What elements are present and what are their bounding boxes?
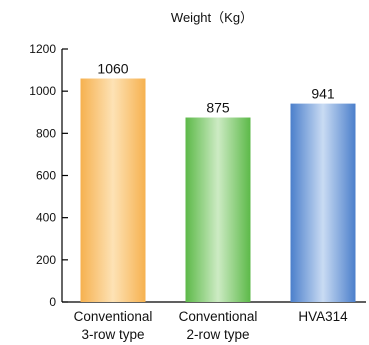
y-tick-label: 0 [49,295,56,309]
y-tick-label: 600 [36,169,56,183]
bar-value-label: 1060 [97,61,128,77]
x-category-label: 2-row type [186,327,249,342]
bar-value-label: 941 [311,86,335,102]
bar [80,78,146,303]
x-category-label: 3-row type [81,327,144,342]
y-tick-label: 400 [36,211,56,225]
x-category-label: Conventional [179,309,258,324]
bar [185,117,251,302]
y-tick-label: 1000 [29,84,56,98]
chart-title: Weight（Kg） [171,10,253,25]
x-category-label: Conventional [74,309,153,324]
x-category-label: HVA314 [298,309,348,324]
bar [290,103,356,302]
y-tick-label: 200 [36,253,56,267]
bar-value-label: 875 [206,100,230,116]
y-tick-label: 800 [36,126,56,140]
y-tick-label: 1200 [29,42,56,56]
